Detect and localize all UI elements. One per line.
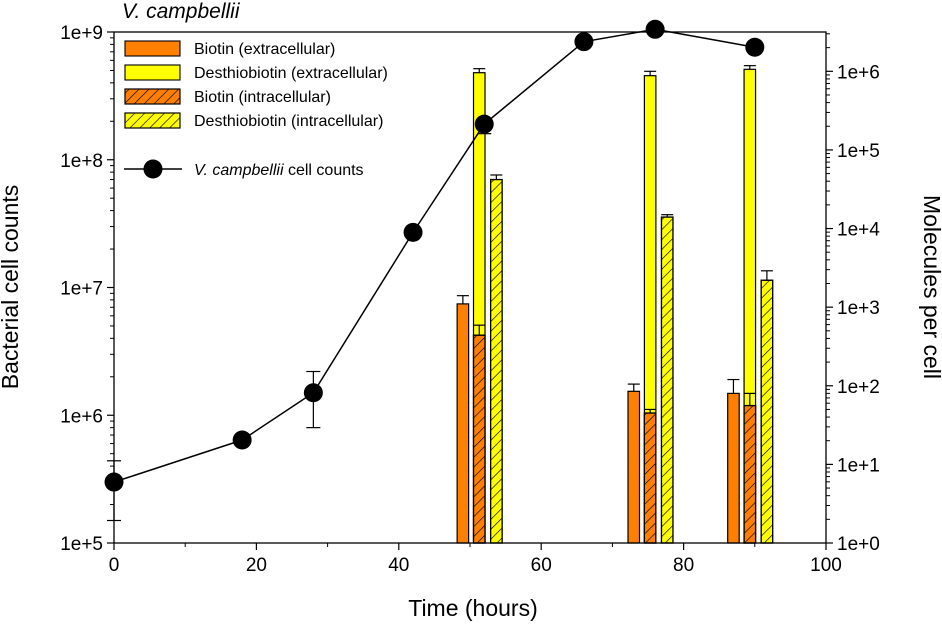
y2-tick-label: 1e+6 [837, 62, 880, 83]
bar-hatch-3 [472, 334, 486, 544]
legend-swatch [124, 64, 181, 81]
x-tick-label: 80 [673, 555, 694, 576]
legend-label: Biotin (intracellular) [194, 89, 331, 106]
x-axis: 0 20 40 60 80 100 [109, 543, 842, 576]
x-tick-label: 100 [810, 555, 842, 576]
y2-tick-label: 1e+2 [837, 377, 880, 398]
cell-count-point [645, 19, 665, 39]
y-tick-label: 1e+7 [60, 279, 103, 300]
legend-label: Biotin (extracellular) [194, 41, 335, 58]
bar-1 [627, 390, 641, 544]
bar-hatch-3 [643, 412, 657, 544]
y2-tick-label: 1e+3 [837, 298, 880, 319]
y-axis-title: Bacterial cell counts [0, 185, 23, 390]
x-tick-label: 60 [531, 555, 552, 576]
legend-point-sample [143, 159, 163, 179]
y-tick-label: 1e+6 [60, 406, 103, 427]
legend-swatch-hatch [124, 88, 181, 105]
y2-tick-label: 1e+1 [837, 455, 880, 476]
cell-count-point [232, 430, 252, 450]
y-tick-label: 1e+5 [60, 534, 103, 555]
y-axis-right: 1e+0 1e+1 1e+2 1e+3 1e+4 1e+5 1e+6 [826, 33, 880, 555]
cell-count-point [403, 222, 423, 242]
y2-tick-label: 1e+5 [837, 141, 880, 162]
bar-hatch-4 [660, 216, 674, 544]
legend-label: Desthiobiotin (extracellular) [194, 65, 388, 82]
cell-count-point [474, 114, 494, 134]
legend-swatch-hatch [124, 112, 181, 129]
x-tick-label: 20 [246, 555, 267, 576]
y-tick-label: 1e+9 [60, 23, 103, 44]
x-axis-title: Time (hours) [408, 595, 538, 621]
x-tick-label: 0 [109, 555, 120, 576]
bar-hatch-3 [743, 404, 757, 544]
plot-frame [113, 31, 827, 544]
legend-swatch [124, 40, 181, 57]
cell-count-point [745, 37, 765, 57]
legend-label: V. campbellii cell counts [194, 162, 364, 179]
bars-layer [456, 65, 774, 544]
y2-axis-title: Molecules per cell [919, 195, 942, 379]
bar-1 [727, 392, 740, 544]
cell-count-point [303, 383, 323, 403]
cell-count-point [574, 32, 594, 52]
y2-tick-label: 1e+4 [837, 220, 880, 241]
y-tick-label: 1e+8 [60, 151, 103, 172]
y-axis-left: 1e+5 1e+6 1e+7 1e+8 1e+9 [60, 23, 114, 555]
y2-tick-label: 1e+0 [837, 534, 880, 555]
x-tick-label: 40 [388, 555, 409, 576]
legend-label: Desthiobiotin (intracellular) [194, 113, 383, 130]
bar-1 [456, 303, 470, 544]
bar-hatch-4 [489, 178, 503, 544]
chart-title: V. campbellii [122, 0, 241, 23]
legend: Biotin (extracellular) Desthiobiotin (ext… [124, 40, 388, 179]
bar-hatch-4 [760, 279, 774, 544]
